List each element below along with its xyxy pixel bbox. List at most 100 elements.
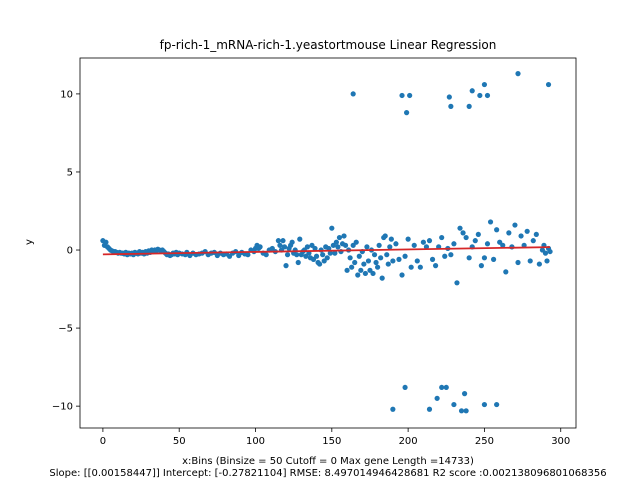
data-point [458,408,465,414]
data-point [481,255,488,261]
data-point [434,395,440,401]
data-point [393,241,399,247]
regression-line [102,246,551,256]
data-point [484,241,491,247]
data-point [530,238,536,244]
data-point [547,248,553,255]
data-point [312,245,318,252]
data-point [347,255,353,261]
y-axis-title: y [24,239,35,245]
data-point [475,231,481,238]
data-point [524,228,530,234]
data-point [313,253,320,259]
data-point [533,231,539,238]
data-point [443,384,449,391]
data-point [387,244,393,250]
data-point [477,92,483,99]
data-point [429,256,436,262]
data-point [304,244,310,250]
data-point [451,241,457,247]
data-point [297,236,303,242]
axes-frame [79,57,577,429]
data-point [432,263,439,269]
data-point [439,234,445,241]
data-point [326,245,332,252]
data-point [487,219,494,225]
data-point [382,233,388,239]
data-point [356,253,362,259]
data-point [399,272,405,278]
data-point [385,261,391,267]
x-axis-title: x:Bins (Binsize = 50 Cutoff = 0 Max gene… [182,456,474,467]
y-tick-label: 10 [60,89,73,100]
data-point [402,384,408,391]
data-point [408,264,414,270]
data-point [466,103,472,109]
data-point [333,239,339,245]
data-point [405,236,411,242]
plot-area [100,71,553,414]
data-point [390,258,396,264]
data-point [490,256,497,262]
y-tick-label: 0 [67,246,73,257]
data-point [420,239,426,245]
data-point [355,272,361,278]
y-axis-ticks: −10 −5 0 5 10 [52,89,80,413]
data-point [448,103,454,109]
regression-stats: Slope: [[0.00158447]] Intercept: [-0.278… [49,468,606,479]
data-point [341,233,347,239]
y-axis-label: y [24,239,35,245]
data-point [461,391,468,397]
data-point [275,238,281,244]
data-point [439,384,445,391]
data-point [257,244,263,250]
data-point [358,267,364,273]
data-point [350,91,356,97]
data-point [375,264,381,270]
data-point [384,252,390,258]
data-point [399,92,405,99]
data-point [503,269,509,275]
data-point [407,92,413,99]
data-point [542,250,549,256]
data-point [402,253,408,259]
data-point [411,242,417,248]
data-point [544,258,550,264]
data-point [536,261,542,267]
data-point [446,94,452,100]
data-point [417,264,423,270]
data-point [332,250,338,256]
data-point [245,252,251,258]
data-point [365,258,372,264]
data-point [414,258,420,264]
data-point [281,244,288,250]
data-point [370,270,376,277]
data-point [103,239,109,245]
data-point [454,280,460,286]
data-point [494,401,500,408]
data-point [469,88,475,94]
data-point [277,242,283,248]
data-point [396,256,402,262]
data-point [390,406,396,412]
y-tick-label: −5 [58,324,73,335]
y-tick-label: −10 [52,402,73,413]
data-point [442,253,448,259]
x-tick-label: 0 [100,436,106,447]
data-point [388,236,394,242]
data-point [294,252,300,258]
data-point [478,263,484,269]
data-point [426,238,433,244]
x-tick-label: 50 [173,436,186,447]
data-point [448,252,454,258]
data-point [373,259,379,266]
data-point [352,259,358,266]
data-point [484,92,491,99]
data-point [289,239,295,245]
data-point [545,81,552,88]
x-tick-label: 100 [246,436,265,447]
data-point [463,234,469,241]
data-point [451,401,457,408]
x-tick-label: 300 [551,436,570,447]
data-point [376,242,382,248]
